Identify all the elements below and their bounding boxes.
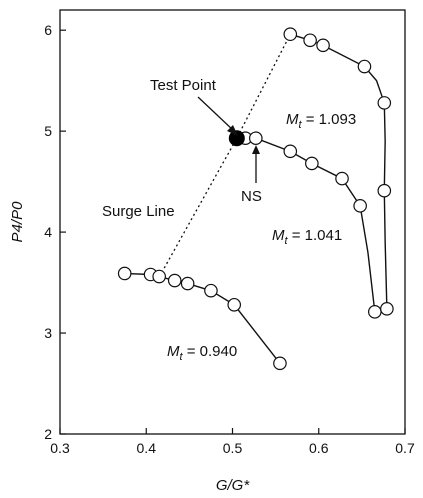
mt-subscript: t xyxy=(299,119,303,131)
mt-subscript: t xyxy=(285,235,289,247)
data-point xyxy=(273,356,287,371)
test-point-marker xyxy=(228,130,245,147)
data-point xyxy=(167,273,182,288)
test-point-arrow-shaft xyxy=(197,96,235,132)
data-point xyxy=(357,59,372,74)
ns-label: NS xyxy=(241,188,262,205)
data-point xyxy=(283,144,298,159)
plot-frame xyxy=(59,9,406,435)
data-point xyxy=(152,269,166,284)
data-point xyxy=(303,33,317,48)
mt-subscript: t xyxy=(180,351,184,363)
mt-1041-label: Mt = 1.041 xyxy=(272,227,342,247)
x-tick-label: 0.7 xyxy=(395,440,415,456)
data-point xyxy=(377,183,392,198)
data-point xyxy=(316,38,330,53)
data-point xyxy=(180,276,195,291)
mt-1093-label: Mt = 1.093 xyxy=(286,111,356,131)
mt-symbol: M xyxy=(167,343,180,360)
data-point xyxy=(380,302,394,316)
data-point xyxy=(283,27,298,42)
data-point xyxy=(335,171,349,186)
data-point xyxy=(305,156,319,171)
data-point xyxy=(117,266,132,281)
x-tick-label: 0.4 xyxy=(137,440,157,456)
chart-labels: Test Point Surge Line NS Mt = 1.093 Mt =… xyxy=(102,77,356,363)
data-point xyxy=(248,131,263,146)
data-point xyxy=(377,96,392,110)
ns-arrowhead xyxy=(252,145,260,154)
mt-0940-label: Mt = 0.940 xyxy=(167,343,237,363)
x-tick-label: 0.3 xyxy=(50,440,70,456)
x-tick-label: 0.5 xyxy=(223,440,243,456)
x-axis-title: G/G* xyxy=(216,477,251,494)
mt-1041-value: = 1.041 xyxy=(288,227,343,244)
data-point xyxy=(204,283,218,298)
y-tick-label: 4 xyxy=(44,224,52,240)
y-axis-title: P4/P0 xyxy=(9,201,26,243)
test-point-arrowhead xyxy=(227,125,238,136)
surge-line xyxy=(161,33,291,273)
mt-0940-value: = 0.940 xyxy=(183,343,238,360)
mt-symbol: M xyxy=(272,227,285,244)
data-point xyxy=(368,305,382,319)
y-tick-label: 2 xyxy=(44,426,52,442)
mt-1093-value: = 1.093 xyxy=(302,111,357,128)
mt-symbol: M xyxy=(286,111,299,128)
series-line-2 xyxy=(290,33,388,309)
x-tick-label: 0.6 xyxy=(309,440,329,456)
y-tick-label: 6 xyxy=(44,22,52,38)
data-point xyxy=(353,199,367,213)
y-tick-label: 3 xyxy=(44,325,52,341)
test-point-label: Test Point xyxy=(150,77,217,94)
data-point xyxy=(227,297,242,312)
surge-line-label: Surge Line xyxy=(102,203,175,220)
y-tick-label: 5 xyxy=(44,123,52,139)
